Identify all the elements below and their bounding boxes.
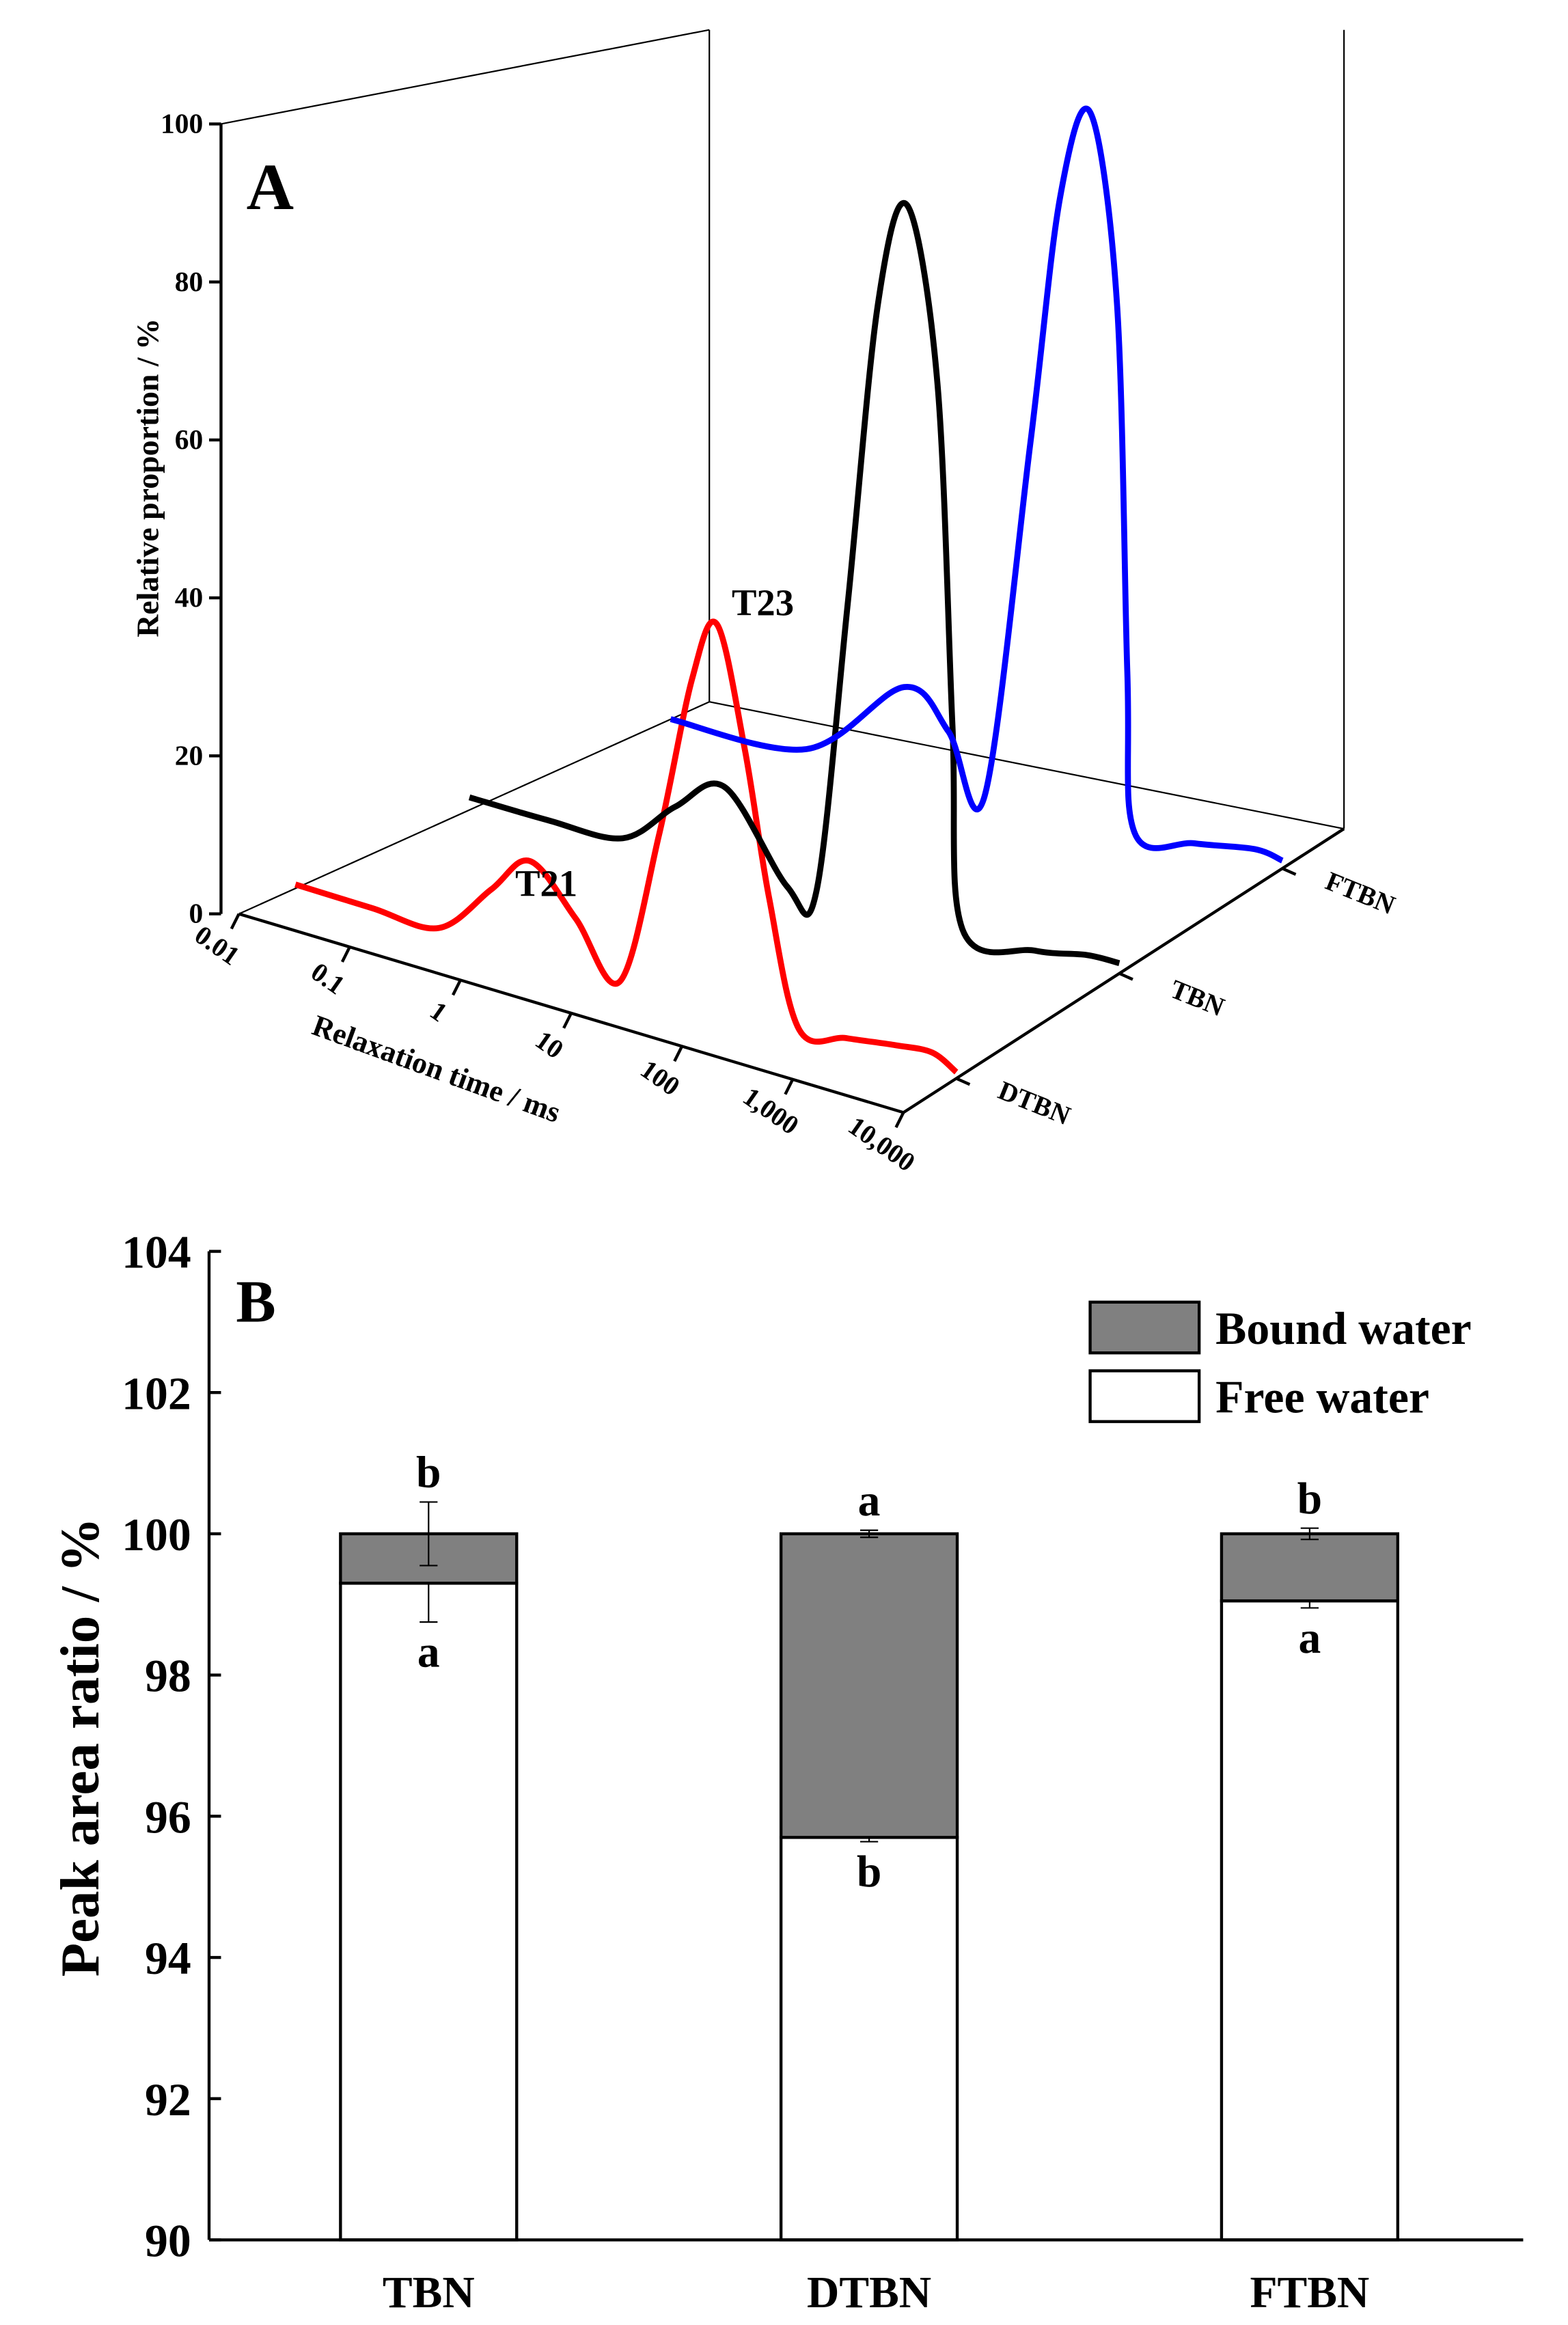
x-axis — [238, 912, 904, 1114]
series-line — [294, 618, 959, 1075]
depth-tick — [1118, 972, 1133, 981]
bar-segment — [779, 1836, 959, 2242]
significance-letter: b — [1297, 1474, 1322, 1524]
bar-segment — [779, 1532, 959, 1839]
legend-label: Bound water — [1215, 1303, 1472, 1354]
legend-swatch — [1088, 1300, 1201, 1355]
significance-letter: a — [858, 1476, 881, 1526]
x-tick-label: 10 — [529, 1025, 568, 1065]
y-tick-label: 80 — [175, 266, 204, 297]
depth-axis — [903, 827, 1345, 1114]
y-tick-label: 98 — [145, 1651, 191, 1702]
legend-label: Free water — [1215, 1372, 1429, 1423]
y-axis-label: Peak area ratio / % — [50, 1517, 111, 1977]
x-tick-label: 100 — [635, 1054, 685, 1102]
x-tick — [673, 1045, 684, 1062]
bar-segment — [1220, 1599, 1400, 2242]
y-tick-label: 102 — [122, 1368, 191, 1419]
y-tick-label: 94 — [145, 1933, 191, 1984]
x-tick-label: 1,000 — [737, 1082, 804, 1141]
series-line — [670, 105, 1284, 864]
y-tick-label: 20 — [175, 739, 204, 771]
y-tick-label: 96 — [145, 1791, 191, 1843]
y-tick-label: 0 — [189, 898, 203, 929]
floor-left-edge — [238, 701, 710, 915]
x-tick-label: 10,000 — [843, 1110, 921, 1177]
significance-letter: b — [857, 1847, 881, 1897]
depth-label: TBN — [1166, 974, 1228, 1022]
x-tick — [452, 979, 462, 996]
depth-tick — [1281, 867, 1297, 876]
significance-letter: a — [417, 1628, 440, 1677]
series-line — [468, 200, 1120, 967]
y-tick-label: 100 — [161, 108, 203, 139]
floor-back-edge — [709, 701, 1345, 830]
y-axis-label: Relative proportion / % — [130, 318, 165, 637]
y-tick-label: 100 — [122, 1509, 191, 1560]
x-tick — [340, 946, 351, 963]
x-tick-label: FTBN — [1250, 2268, 1369, 2317]
legend-swatch — [1088, 1369, 1201, 1423]
significance-letter: b — [416, 1448, 441, 1498]
bar-segment — [339, 1582, 519, 2242]
x-tick — [894, 1112, 905, 1129]
annotation: T21 — [515, 862, 577, 904]
x-tick-label: DTBN — [807, 2268, 931, 2317]
panel-label: A — [247, 150, 294, 223]
bar-segment — [1220, 1532, 1400, 1603]
x-tick — [562, 1012, 573, 1029]
depth-label: DTBN — [994, 1075, 1075, 1131]
y-tick-label: 90 — [145, 2215, 191, 2266]
x-tick — [784, 1078, 795, 1095]
panel-label: B — [236, 1268, 275, 1334]
depth-label: FTBN — [1321, 866, 1399, 920]
x-tick-label: 1 — [424, 995, 452, 1028]
depth-tick — [955, 1077, 971, 1086]
x-tick-label: 0.1 — [305, 957, 350, 1000]
x-axis-label: Relaxation time / ms — [308, 1009, 565, 1129]
y-tick-label: 104 — [122, 1227, 191, 1278]
x-tick — [230, 913, 240, 930]
y-tick-label: 92 — [145, 2074, 191, 2125]
y-tick-label: 60 — [175, 424, 204, 455]
annotation: T23 — [732, 581, 794, 623]
x-tick-label: TBN — [383, 2268, 475, 2317]
wall-top-edge — [221, 29, 710, 125]
y-tick-label: 40 — [175, 581, 204, 613]
significance-letter: a — [1298, 1614, 1321, 1663]
